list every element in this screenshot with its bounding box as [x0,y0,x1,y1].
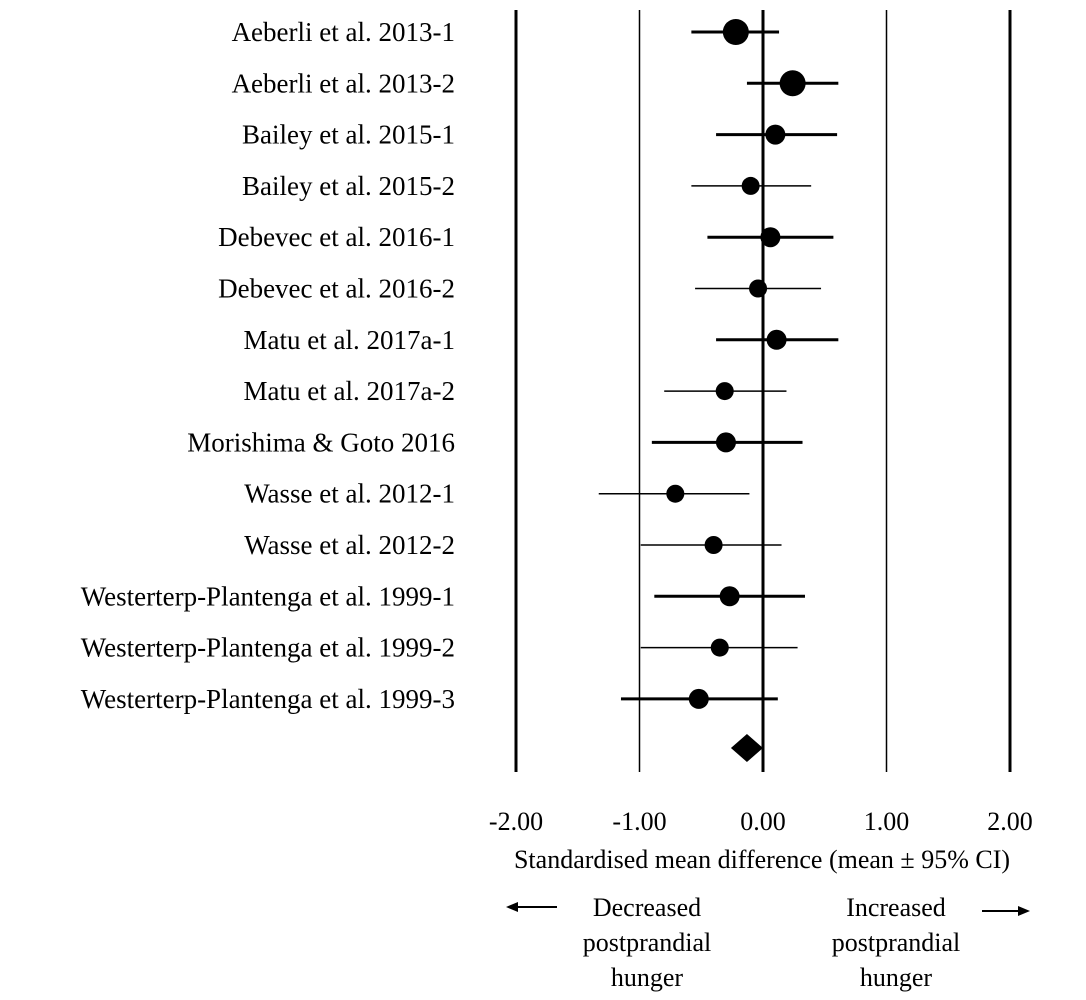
study-labels: Aeberli et al. 2013-1 Aeberli et al. 2013… [81,17,455,714]
study-label-11: Westerterp-Plantenga et al. 1999-1 [81,581,455,611]
point-estimate-10 [704,536,723,554]
point-estimate-7 [715,382,734,401]
increased-annotation: Increased postprandial hunger [832,893,1030,992]
point-estimate-0 [722,19,749,45]
pooled-estimate [730,734,763,762]
point-estimate-8 [715,432,736,453]
study-label-12: Westerterp-Plantenga et al. 1999-2 [81,633,455,663]
increased-line-3: hunger [860,963,933,992]
decreased-annotation: Decreased postprandial hunger [506,893,711,992]
point-estimate-5 [749,279,768,298]
increased-line-2: postprandial [832,928,961,957]
study-label-8: Morishima & Goto 2016 [187,427,455,457]
increased-line-1: Increased [846,893,946,922]
study-marks [598,19,839,709]
study-label-1: Aeberli et al. 2013-2 [232,68,455,98]
study-label-2: Bailey et al. 2015-1 [242,120,455,150]
pooled-diamond [730,734,763,762]
study-label-5: Debevec et al. 2016-2 [218,274,455,304]
study-label-3: Bailey et al. 2015-2 [242,171,455,201]
right-arrow-head-icon [1018,906,1030,916]
point-estimate-9 [666,484,685,503]
x-tick-label-0: -2.00 [489,807,543,836]
study-label-6: Matu et al. 2017a-1 [244,325,455,355]
study-label-7: Matu et al. 2017a-2 [244,376,455,406]
study-label-0: Aeberli et al. 2013-1 [232,17,455,47]
point-estimate-6 [766,329,787,350]
point-estimate-13 [688,688,709,709]
point-estimate-12 [710,638,729,657]
x-axis-title: Standardised mean difference (mean ± 95%… [514,845,1010,874]
decreased-line-3: hunger [611,963,684,992]
decreased-line-2: postprandial [583,928,712,957]
point-estimate-4 [760,227,781,248]
x-tick-label-1: -1.00 [612,807,666,836]
x-tick-labels: -2.00 -1.00 0.00 1.00 2.00 [489,807,1033,836]
study-label-13: Westerterp-Plantenga et al. 1999-3 [81,684,455,714]
point-estimate-3 [741,176,760,195]
decreased-line-1: Decreased [593,893,701,922]
x-tick-label-3: 1.00 [864,807,910,836]
point-estimate-11 [719,586,740,607]
x-tick-label-2: 0.00 [740,807,786,836]
left-arrow-head-icon [506,902,518,912]
x-tick-label-4: 2.00 [987,807,1033,836]
point-estimate-1 [779,70,806,97]
study-label-4: Debevec et al. 2016-1 [218,222,455,252]
point-estimate-2 [765,124,786,145]
study-label-10: Wasse et al. 2012-2 [244,530,455,560]
study-label-9: Wasse et al. 2012-1 [244,479,455,509]
